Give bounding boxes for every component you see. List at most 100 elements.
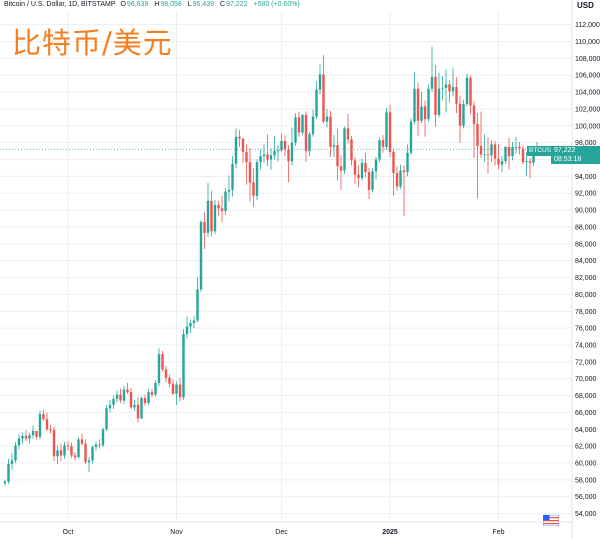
candle-body — [77, 439, 80, 458]
candle-body — [294, 117, 297, 143]
candle-body — [234, 136, 238, 164]
candle-body — [38, 414, 42, 437]
candle-body — [168, 377, 171, 384]
candle-body — [329, 116, 332, 147]
candle-body — [374, 159, 378, 172]
candle-body — [133, 404, 136, 408]
currency-label[interactable]: USD — [577, 1, 594, 10]
candle-body — [35, 430, 38, 437]
candle-body — [224, 191, 227, 211]
candle-body — [87, 460, 91, 463]
candle-body — [24, 436, 28, 439]
candle-body — [525, 161, 528, 163]
candle-body — [283, 140, 287, 150]
candle-body — [220, 208, 224, 211]
y-tick-label: 112,000 — [575, 22, 600, 29]
candle-body — [52, 430, 56, 457]
candle-body — [357, 174, 360, 179]
candle-body — [364, 162, 367, 173]
us-flag-icon[interactable] — [543, 515, 559, 526]
y-tick-label: 88,000 — [575, 224, 597, 231]
y-tick-label: 92,000 — [575, 191, 597, 198]
candle-body — [175, 384, 178, 394]
candle-body — [472, 105, 476, 125]
high-key: H — [154, 1, 160, 8]
candle-body — [469, 77, 472, 106]
candle-body — [73, 455, 77, 458]
candle-body — [500, 161, 504, 165]
candle-body — [21, 436, 24, 439]
y-tick-label: 106,000 — [575, 73, 600, 80]
last-price-value: 97,222 — [554, 147, 576, 154]
candle-body — [217, 205, 220, 209]
candle-body — [84, 443, 87, 463]
candle-body — [140, 398, 143, 419]
candle-body — [280, 140, 283, 151]
candle-body — [353, 160, 357, 175]
candle-body — [297, 117, 301, 133]
candle-body — [511, 146, 514, 157]
candle-body — [476, 124, 479, 147]
candle-body — [497, 158, 500, 165]
candle-body — [126, 389, 129, 393]
open-value: 96,639 — [126, 1, 149, 8]
candle-body — [430, 76, 434, 89]
candle-body — [493, 144, 497, 159]
candle-body — [189, 323, 192, 327]
candle-body — [483, 154, 486, 156]
ohlc-legend: Bitcoin / U.S. Dollar, 1D, BITSTAMP O96,… — [4, 1, 300, 8]
candle-body — [518, 146, 521, 149]
candle-body — [416, 88, 420, 121]
candle-body — [245, 151, 248, 163]
candle-body — [80, 439, 84, 444]
candle-body — [350, 139, 353, 161]
y-tick-label: 74,000 — [575, 342, 597, 349]
candle-body — [210, 200, 213, 232]
candle-body — [147, 392, 150, 404]
y-tick-label: 98,000 — [575, 140, 597, 147]
candle-body — [479, 146, 483, 155]
candle-body — [63, 445, 66, 456]
candle-body — [192, 320, 196, 324]
candle-body — [343, 128, 346, 171]
candle-body — [252, 182, 255, 196]
candle-body — [14, 445, 17, 461]
candle-body — [276, 150, 280, 152]
candle-body — [70, 446, 73, 456]
candle-body — [290, 142, 294, 162]
candle-body — [241, 138, 245, 152]
candle-body — [392, 151, 395, 174]
candle-body — [266, 154, 269, 160]
candle-body — [336, 145, 339, 167]
candle-body — [301, 114, 304, 133]
candle-body — [399, 170, 402, 187]
candle-body — [451, 87, 455, 92]
y-tick-label: 76,000 — [575, 326, 597, 333]
candle-body — [199, 221, 203, 290]
candle-body — [203, 221, 206, 233]
candle-body — [45, 419, 49, 430]
y-tick-label: 102,000 — [575, 106, 600, 113]
y-tick-label: 80,000 — [575, 292, 597, 299]
candle-body — [455, 87, 458, 104]
candle-body — [325, 116, 329, 122]
candle-body — [273, 151, 276, 156]
candle-body — [28, 435, 31, 439]
candle-body — [136, 404, 140, 419]
candle-body — [182, 334, 185, 398]
y-tick-label: 62,000 — [575, 444, 597, 451]
candle-body — [287, 149, 290, 162]
candle-body — [122, 389, 126, 401]
candle-body — [490, 144, 493, 156]
candle-body — [318, 74, 322, 90]
close-key: C — [220, 1, 226, 8]
low-value: 96,439 — [192, 1, 215, 8]
bar-countdown: 08:53:18 — [554, 156, 582, 163]
candle-body — [119, 394, 122, 401]
candle-body — [332, 145, 336, 147]
y-tick-label: 60,000 — [575, 460, 597, 467]
candle-body — [49, 429, 52, 431]
y-tick-label: 68,000 — [575, 393, 597, 400]
candle-body — [465, 77, 469, 104]
